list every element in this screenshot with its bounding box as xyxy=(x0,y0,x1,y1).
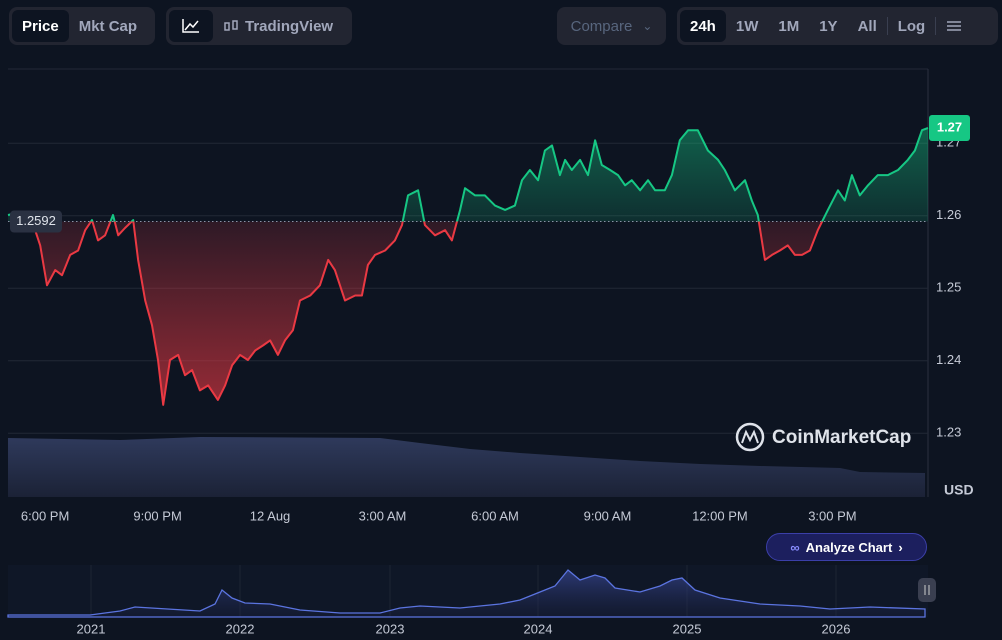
x-tick-label: 12 Aug xyxy=(250,508,291,523)
view-toggle: Price Mkt Cap xyxy=(9,7,155,45)
price-tab[interactable]: Price xyxy=(12,10,69,42)
range-1y[interactable]: 1Y xyxy=(819,17,838,35)
last-price-label: 1.27 xyxy=(937,119,962,134)
x-tick-label: 9:00 AM xyxy=(584,508,632,523)
log-toggle[interactable]: Log xyxy=(897,17,926,35)
compare-label: Compare xyxy=(570,17,633,35)
y-tick-label: 1.24 xyxy=(936,352,961,367)
cmc-logo xyxy=(741,429,759,444)
area xyxy=(8,128,928,405)
analyze-label: Analyze Chart xyxy=(805,539,893,555)
currency-label: USD xyxy=(944,482,974,498)
navigator-handle[interactable] xyxy=(918,578,936,602)
tradingview-label: TradingView xyxy=(245,17,334,35)
x-tick-label: 6:00 AM xyxy=(471,508,519,523)
range-24h[interactable]: 24h xyxy=(680,10,726,42)
navigator-year: 2023 xyxy=(376,621,405,636)
range-all[interactable]: All xyxy=(857,17,877,35)
navigator-labels: 2021 2022 2023 2024 2025 2026 xyxy=(77,621,851,636)
navigator-year: 2026 xyxy=(822,621,851,636)
chevron: ⌄ xyxy=(642,19,653,33)
navigator-year: 2025 xyxy=(673,621,702,636)
navigator-year: 2021 xyxy=(77,621,106,636)
marks: 1.23 1.24 1.25 1.26 1.27 6:00 PM 9:00 PM 12 Aug… xyxy=(7,114,970,523)
volume-area xyxy=(8,437,925,497)
range-1w[interactable]: 1W xyxy=(735,17,759,35)
navigator-line xyxy=(7,569,926,618)
cmc-logo xyxy=(735,422,765,452)
baseline-label-bg xyxy=(10,210,62,233)
watermark: CoinMarketCap xyxy=(772,427,911,448)
last-price-bg xyxy=(929,114,970,141)
y-tick-label: 1.26 xyxy=(936,207,961,222)
range-1m[interactable]: 1M xyxy=(778,17,800,35)
separator xyxy=(935,17,937,35)
settings[interactable] xyxy=(936,10,972,42)
compare-dropdown[interactable]: Compare ⌄ xyxy=(557,7,666,45)
y-tick-label: 1.25 xyxy=(936,280,961,295)
y-tick-label: 1.23 xyxy=(936,425,961,440)
x-tick-label: 3:00 AM xyxy=(359,508,407,523)
line-tool[interactable] xyxy=(169,10,213,42)
price-line xyxy=(7,127,929,406)
x-tick-label: 3:00 PM xyxy=(808,508,856,523)
x-tick-label: 9:00 PM xyxy=(133,508,181,523)
baseline-label: 1.2592 xyxy=(16,213,56,228)
navigator xyxy=(8,565,928,617)
range-toggle: 24h 1W 1M 1Y All Log xyxy=(677,7,998,45)
navigator-gridlines xyxy=(90,565,837,617)
tradingview-tool[interactable]: TradingView xyxy=(213,10,343,42)
navigator-year: 2022 xyxy=(226,621,255,636)
x-tick-label: 6:00 PM xyxy=(21,508,69,523)
chart-tools: TradingView xyxy=(166,7,352,45)
analyze-chart-button[interactable]: ∞ Analyze Chart › xyxy=(766,533,927,561)
navigator-year: 2024 xyxy=(524,621,553,636)
analyze-icon: ∞ xyxy=(790,539,800,555)
y-tick-label: 1.27 xyxy=(936,135,961,150)
mkt-cap-tab[interactable]: Mkt Cap xyxy=(78,17,138,35)
separator xyxy=(886,17,888,35)
x-tick-label: 12:00 PM xyxy=(692,508,748,523)
chevron: › xyxy=(898,539,903,555)
